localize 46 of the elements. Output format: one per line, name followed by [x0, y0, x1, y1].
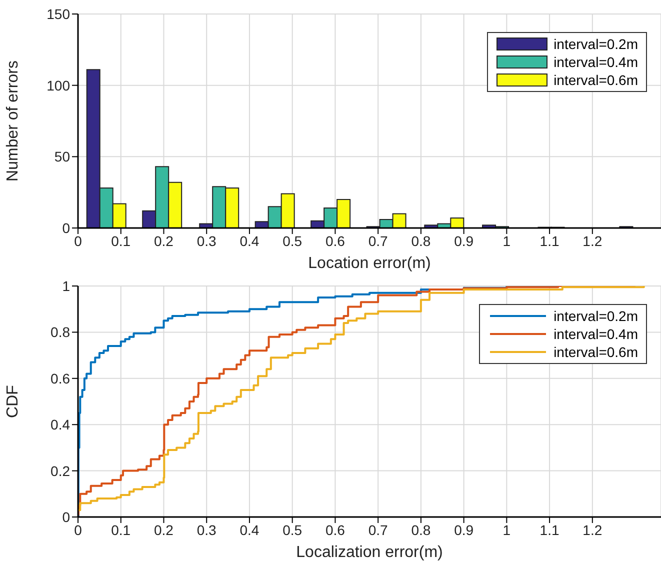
legend-label: interval=0.6m: [554, 71, 638, 89]
x-axis-title: Localization error(m): [296, 544, 443, 561]
x-tick-label: 0.1: [111, 232, 131, 249]
y-tick-label: 0.8: [50, 324, 70, 340]
x-tick-label: 0.7: [368, 232, 388, 249]
x-tick-label: 0.1: [111, 522, 131, 538]
legend-label: interval=0.4m: [554, 53, 638, 71]
x-tick-label: 0: [74, 232, 82, 249]
x-tick-label: 0.3: [196, 522, 217, 538]
x-tick-label: 1.2: [582, 232, 602, 249]
x-tick-label: 0.5: [282, 522, 302, 538]
x-tick-label: 0.8: [411, 232, 431, 249]
y-tick-label: 100: [46, 77, 70, 94]
y-tick-label: 0.2: [50, 462, 70, 479]
x-tick-label: 1.2: [582, 522, 602, 538]
x-tick-label: 0.4: [240, 232, 260, 249]
x-tick-label: 0.9: [454, 522, 474, 538]
legend-label: interval=0.2m: [554, 307, 638, 325]
x-tick-label: 0.2: [154, 522, 174, 538]
y-axis-title: Number of errors: [4, 60, 22, 182]
legend-label: interval=0.4m: [554, 325, 638, 343]
x-tick-label: 0.7: [368, 522, 388, 538]
y-tick-label: 0.4: [50, 416, 70, 433]
x-tick-label: 0.2: [154, 232, 174, 249]
x-tick-label: 1.1: [540, 232, 560, 249]
y-tick-label: 50: [54, 148, 70, 165]
x-tick-label: 0.8: [411, 522, 431, 538]
y-tick-label: 0: [62, 220, 70, 236]
x-tick-label: 0.4: [240, 522, 260, 538]
legend-label: interval=0.6m: [554, 343, 638, 361]
x-tick-label: 0.3: [196, 232, 217, 249]
legend-label: interval=0.2m: [554, 35, 638, 53]
y-tick-label: 0: [62, 508, 70, 525]
y-tick-label: 0.6: [50, 370, 70, 386]
x-tick-label: 0.6: [325, 232, 346, 249]
x-tick-label: 1: [502, 232, 511, 249]
x-tick-label: 1.1: [540, 522, 560, 538]
x-tick-label: 0.6: [325, 522, 346, 538]
y-axis-title: CDF: [4, 384, 22, 418]
x-tick-label: 0.5: [282, 232, 302, 249]
x-axis-title: Location error(m): [308, 255, 431, 272]
x-tick-label: 0: [74, 522, 82, 538]
y-tick-label: 1: [62, 278, 70, 294]
x-tick-label: 1: [502, 522, 511, 538]
y-tick-label: 150: [46, 6, 70, 22]
x-tick-label: 0.9: [454, 232, 474, 249]
